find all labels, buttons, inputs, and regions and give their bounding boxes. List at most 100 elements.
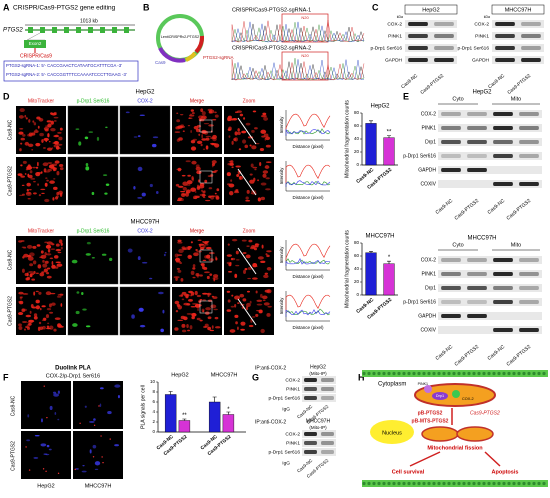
- label: kDa: [397, 15, 403, 19]
- band: [434, 58, 454, 62]
- signal: [29, 273, 33, 278]
- signal: [60, 242, 63, 246]
- signal: [256, 310, 260, 312]
- bar: [383, 263, 395, 296]
- signal: [20, 175, 25, 178]
- signal: [207, 326, 212, 331]
- signal: [187, 254, 193, 260]
- signal: [114, 384, 121, 388]
- signal: [180, 315, 186, 320]
- band: [408, 22, 428, 26]
- label: Cas9-PTGS2: [7, 296, 13, 326]
- lipid: [457, 481, 461, 486]
- signal: [211, 143, 217, 146]
- signal: [92, 444, 97, 449]
- error-bar: [387, 260, 391, 264]
- label: IP:anti-COX-2: [255, 419, 286, 425]
- signal: [51, 243, 55, 246]
- signal: [51, 147, 54, 150]
- band: [467, 300, 487, 304]
- error-bar: [369, 120, 373, 124]
- band: [493, 182, 513, 186]
- signal: [266, 250, 272, 253]
- signal: [204, 271, 210, 274]
- signal: [50, 248, 56, 250]
- lipid: [367, 481, 371, 486]
- signal: [227, 162, 232, 166]
- signal: [210, 195, 216, 198]
- lipid: [432, 371, 436, 376]
- label: CRISPR/Cas9: [20, 53, 52, 59]
- signal: [202, 259, 207, 262]
- signal: [191, 160, 197, 165]
- signal: [53, 135, 60, 138]
- y-tick-label: 0: [152, 429, 155, 434]
- signal: [18, 291, 24, 295]
- signal: [227, 270, 233, 273]
- exon: [76, 27, 81, 33]
- signal: [190, 139, 196, 144]
- band: [519, 126, 539, 130]
- signal: [241, 130, 247, 134]
- signal: [264, 165, 270, 169]
- signal: [56, 263, 63, 267]
- signal: [226, 172, 231, 177]
- signal: [201, 134, 204, 139]
- signal: [46, 271, 50, 275]
- signal: [258, 309, 263, 314]
- signal: [234, 273, 238, 279]
- signal: [28, 322, 32, 326]
- signal: [24, 114, 27, 118]
- lipid: [487, 481, 491, 486]
- signal: [240, 321, 246, 326]
- pla-dot: [46, 416, 48, 419]
- label: Intensity: [279, 246, 284, 264]
- lipid: [467, 481, 471, 486]
- signal: [22, 160, 27, 164]
- signal: [114, 444, 119, 447]
- signal: [187, 125, 191, 127]
- signal: [44, 198, 50, 203]
- label: COXIV: [420, 181, 436, 187]
- signal: [38, 291, 42, 295]
- signal: [52, 142, 55, 145]
- band: [321, 378, 334, 382]
- signal: [205, 199, 211, 202]
- signal: [59, 192, 63, 197]
- band: [304, 396, 317, 400]
- signal: [55, 248, 61, 252]
- signal: [88, 131, 94, 133]
- signal: [204, 194, 207, 197]
- signal: [234, 131, 238, 136]
- dim: [67, 105, 119, 155]
- pla-dot: [93, 424, 96, 426]
- signal: [249, 246, 256, 250]
- signal: [266, 289, 272, 294]
- signal: [231, 140, 234, 145]
- signal: [252, 265, 258, 268]
- label: Nucleus: [382, 430, 402, 436]
- label: Distance (pixel): [292, 195, 324, 200]
- signal: [31, 132, 36, 136]
- signal: [49, 325, 54, 330]
- signal: [207, 316, 212, 320]
- signal: [261, 244, 264, 249]
- exon2-box: [24, 40, 46, 48]
- signal: [213, 277, 216, 282]
- signal: [139, 324, 146, 328]
- signal: [158, 291, 164, 295]
- lipid: [517, 371, 521, 376]
- signal: [196, 317, 201, 321]
- band: [434, 34, 454, 38]
- signal: [101, 253, 107, 256]
- signal: [186, 313, 193, 315]
- lipid: [542, 481, 546, 486]
- panel-label: D: [3, 91, 10, 101]
- signal: [251, 277, 258, 280]
- signal: [33, 122, 37, 126]
- signal: [248, 239, 253, 243]
- lipid: [472, 371, 476, 376]
- signal: [45, 253, 52, 256]
- label: Cas9-PTGS2: [506, 344, 533, 368]
- y-tick-label: 80: [354, 110, 360, 115]
